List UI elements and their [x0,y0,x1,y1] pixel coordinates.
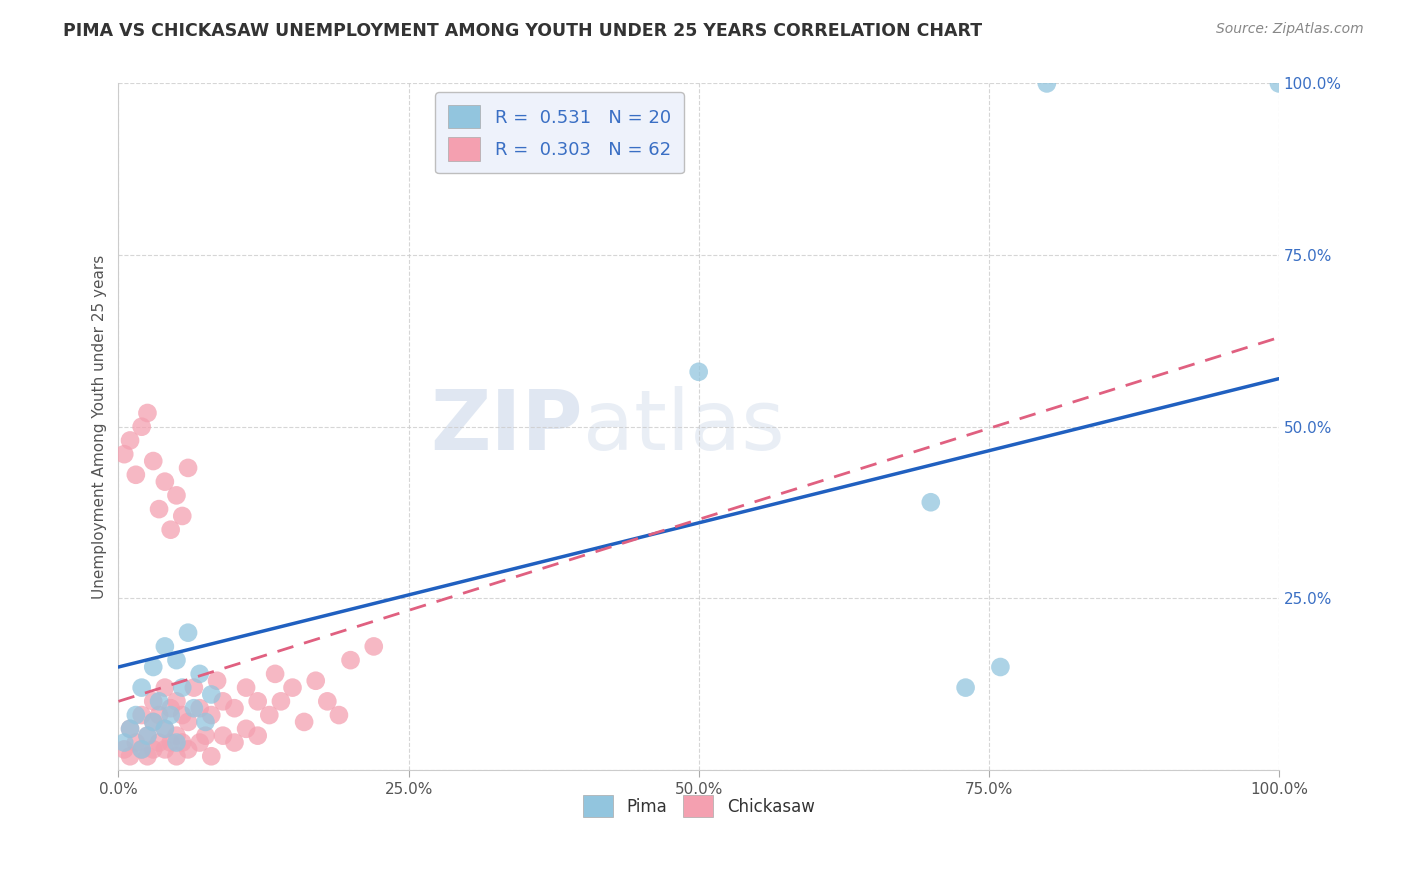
Point [212,694,235,708]
Point [166,749,188,764]
Point [153,475,176,489]
Text: Source: ZipAtlas.com: Source: ZipAtlas.com [1216,22,1364,37]
Point [328,708,350,723]
Point [292,714,315,729]
Point [118,722,141,736]
Point [142,694,165,708]
Point [205,673,228,688]
Point [153,681,176,695]
Point [316,694,339,708]
Point [305,673,328,688]
Point [172,508,194,523]
Point [200,708,222,723]
Point [142,660,165,674]
Point [153,722,176,736]
Point [153,742,176,756]
Point [1268,77,1291,91]
Point [177,714,200,729]
Point [177,742,200,756]
Point [148,502,170,516]
Point [142,714,165,729]
Point [188,701,211,715]
Point [270,694,292,708]
Point [159,735,181,749]
Point [166,694,188,708]
Point [112,735,135,749]
Point [264,666,287,681]
Point [142,454,165,468]
Point [235,681,257,695]
Point [118,722,141,736]
Point [194,729,217,743]
Text: PIMA VS CHICKASAW UNEMPLOYMENT AMONG YOUTH UNDER 25 YEARS CORRELATION CHART: PIMA VS CHICKASAW UNEMPLOYMENT AMONG YOU… [63,22,983,40]
Point [1036,77,1059,91]
Point [153,640,176,654]
Point [172,708,194,723]
Point [142,714,165,729]
Point [136,729,159,743]
Point [172,735,194,749]
Point [136,749,159,764]
Point [142,742,165,756]
Point [200,749,222,764]
Y-axis label: Unemployment Among Youth under 25 years: Unemployment Among Youth under 25 years [93,254,107,599]
Point [224,735,246,749]
Point [194,714,217,729]
Point [112,742,135,756]
Point [246,729,269,743]
Point [131,708,153,723]
Point [224,701,246,715]
Point [131,742,153,756]
Point [136,406,159,420]
Point [131,742,153,756]
Point [159,701,181,715]
Point [246,694,269,708]
Point [159,523,181,537]
Text: ZIP: ZIP [430,386,582,467]
Point [281,681,304,695]
Point [188,666,211,681]
Point [183,701,205,715]
Point [166,488,188,502]
Point [125,735,148,749]
Point [148,708,170,723]
Point [363,640,385,654]
Point [200,688,222,702]
Point [177,625,200,640]
Point [259,708,281,723]
Point [153,722,176,736]
Point [339,653,361,667]
Point [118,434,141,448]
Point [172,681,194,695]
Point [955,681,977,695]
Point [148,694,170,708]
Point [118,749,141,764]
Point [920,495,942,509]
Point [990,660,1012,674]
Point [166,653,188,667]
Point [125,708,148,723]
Point [166,735,188,749]
Point [212,729,235,743]
Point [125,467,148,482]
Legend: Pima, Chickasaw: Pima, Chickasaw [576,789,821,823]
Point [235,722,257,736]
Point [112,447,135,461]
Point [177,461,200,475]
Point [166,729,188,743]
Point [183,681,205,695]
Point [148,735,170,749]
Point [131,681,153,695]
Point [159,708,181,723]
Text: atlas: atlas [582,386,785,467]
Point [136,729,159,743]
Point [131,419,153,434]
Point [188,735,211,749]
Point [688,365,710,379]
